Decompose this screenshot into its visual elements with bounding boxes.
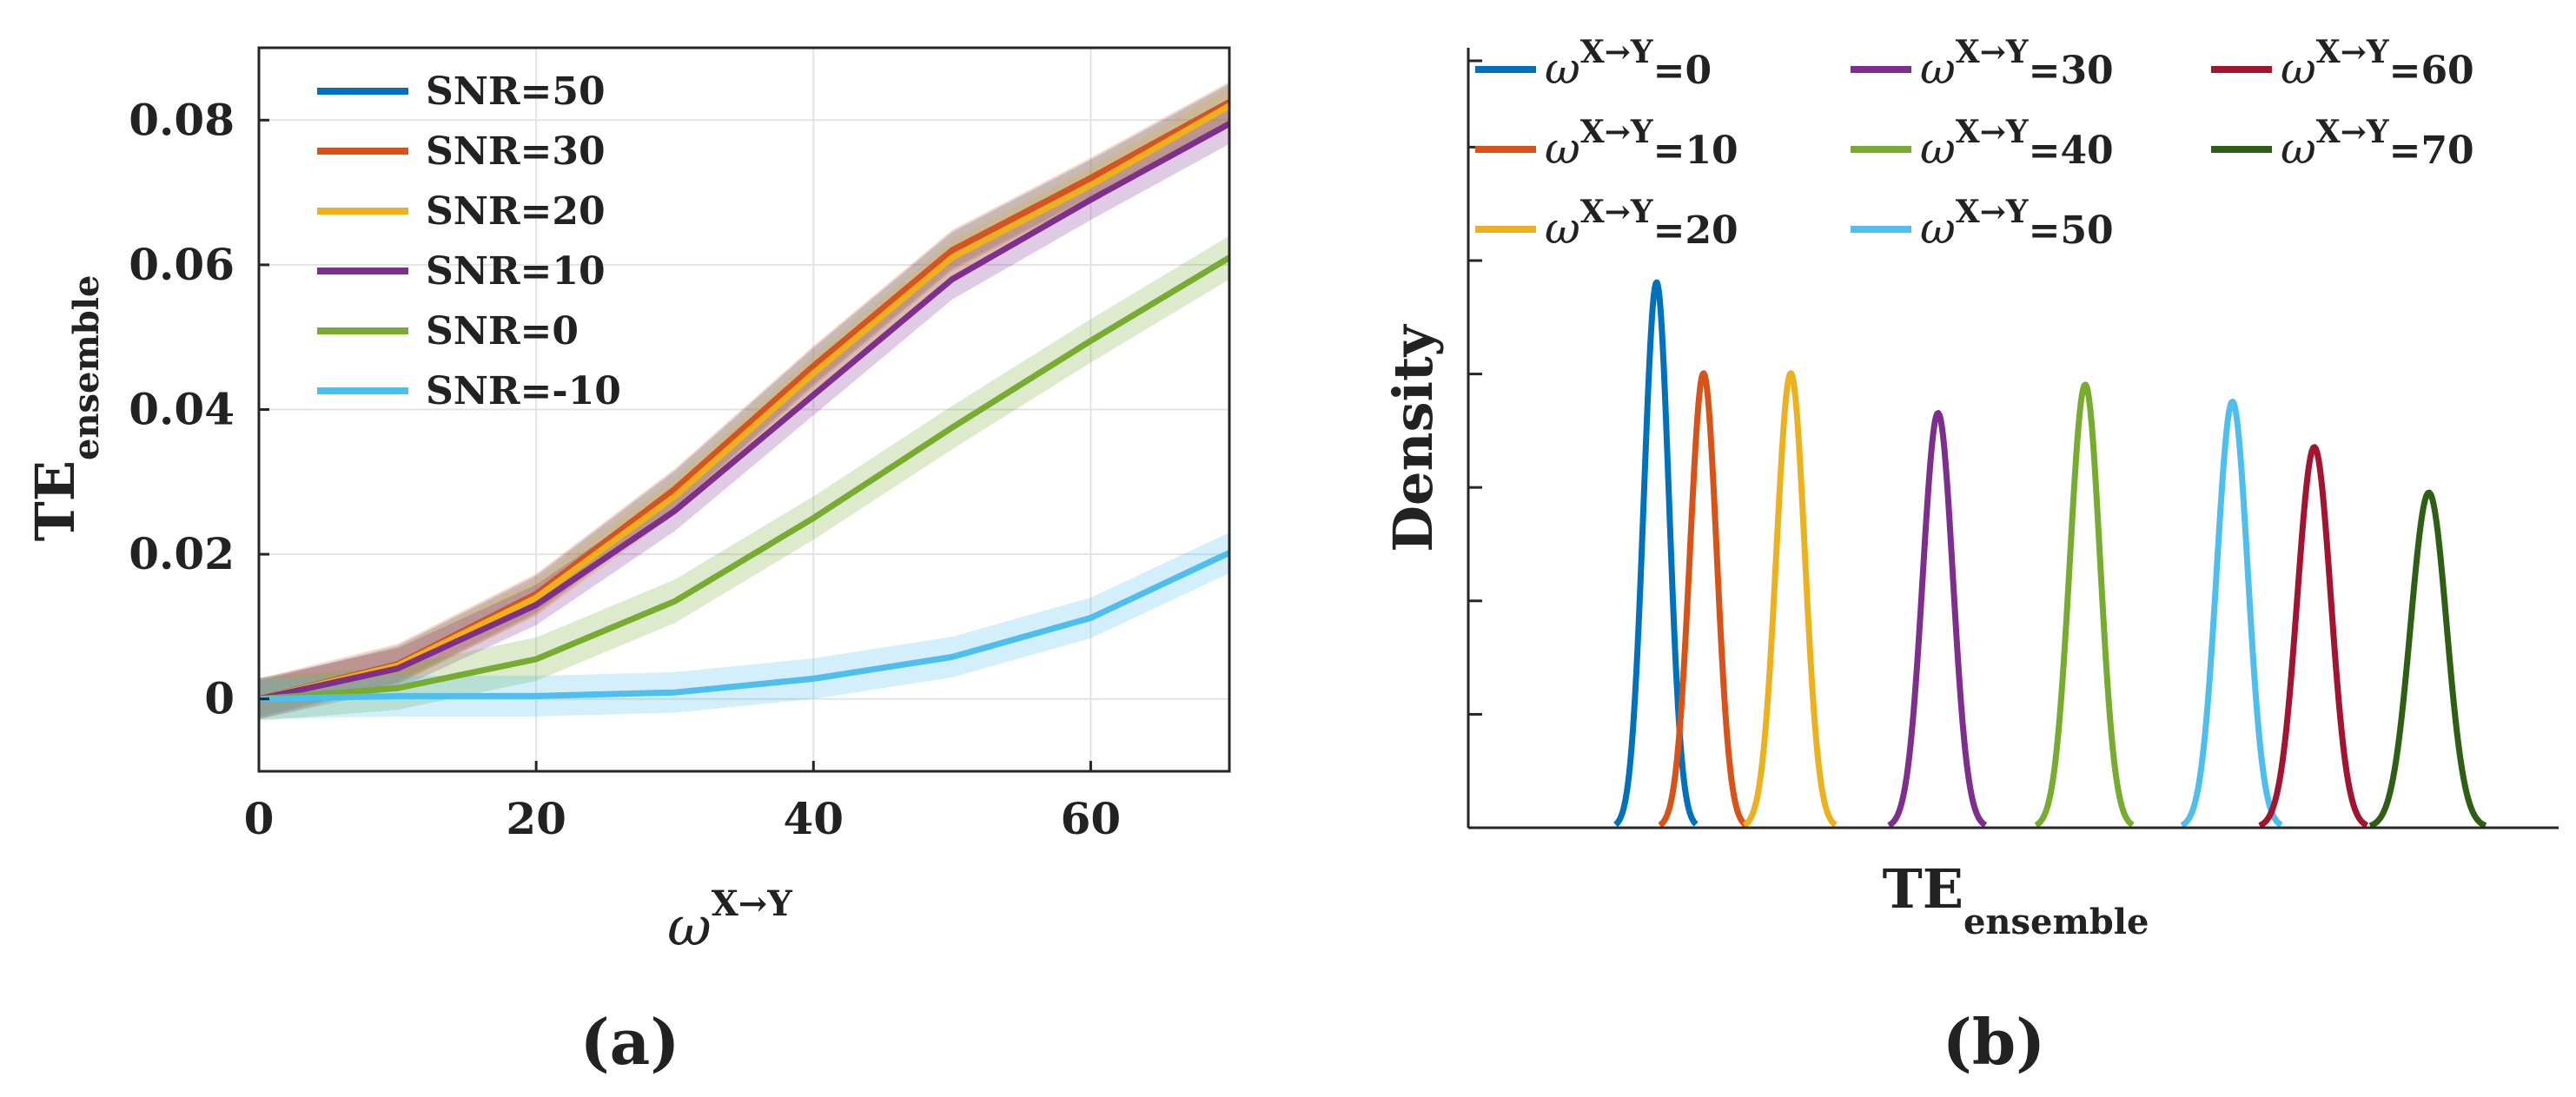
panel-a: 0 20 40 60 00.020.040.060.08 SNR=50SNR=30SN…	[23, 46, 1231, 1079]
panel-a-ylabel: TEensemble	[23, 275, 107, 542]
panel-a-ylabel-main: TE	[23, 460, 87, 541]
panel-b-density-50	[2180, 398, 2283, 829]
panel-b-density-10	[1658, 370, 1748, 828]
panel-b-legend-label: ωX→Y=60	[2281, 34, 2474, 94]
panel-a-legend-label: SNR=30	[426, 129, 606, 174]
panel-a-ytick-label: 0.02	[129, 528, 235, 579]
panel-a-legend-label: SNR=10	[426, 249, 606, 294]
panel-b-legend-label: ωX→Y=0	[1545, 34, 1712, 94]
panel-a-band-snr-10	[259, 532, 1229, 720]
panel-b-xlabel-subscript: ensemble	[1963, 902, 2149, 942]
panel-a-xtick-label: 40	[783, 793, 844, 844]
panel-a-xlabel-symbol: ω	[667, 895, 712, 958]
panel-b-legend-label: ωX→Y=70	[2281, 114, 2474, 174]
panel-a-legend-label: SNR=50	[426, 69, 606, 114]
panel-b-density-30	[1886, 410, 1988, 829]
panel-b-legend-label: ωX→Y=40	[1920, 114, 2114, 174]
panel-b-legend-label: ωX→Y=30	[1920, 34, 2114, 94]
panel-a-x-ticks: 0 20 40 60	[244, 761, 1122, 844]
panel-a-xlabel: ωX→Y	[667, 883, 792, 958]
panel-a-legend-label: SNR=-10	[426, 369, 621, 413]
panel-b-legend-label: ωX→Y=50	[1920, 194, 2114, 254]
panel-a-legend-label: SNR=20	[426, 189, 606, 234]
panel-a-y-ticks: 0 0.02 0.04 0.06 0.08	[129, 94, 269, 724]
panel-b-density-0	[1613, 279, 1699, 828]
panel-a-ytick-label: 0.04	[129, 384, 235, 435]
panel-b-density-40	[2034, 381, 2135, 829]
panel-b-ylabel: Density	[1381, 323, 1445, 552]
panel-b-xlabel-main: TE	[1883, 857, 1963, 921]
panel-a-confidence-bands	[259, 82, 1229, 721]
panel-b-xlabel: TEensemble	[1883, 857, 2149, 942]
panel-b-density-60	[2257, 444, 2369, 829]
panel-b-legend-label: ωX→Y=20	[1545, 194, 1738, 254]
panel-a-legend: SNR=50 SNR=30 SNR=20 SNR=10 SNR=0 SNR=-10	[317, 69, 621, 413]
panel-a-legend-label: SNR=0	[426, 309, 579, 354]
panel-b-density-70	[2368, 489, 2487, 829]
panel-a-ylabel-subscript: ensemble	[66, 275, 107, 460]
panel-b-density-20	[1742, 370, 1838, 829]
panel-a-line-snr0	[258, 254, 1231, 703]
panel-a-ytick-label: 0	[204, 673, 235, 724]
panel-b-legend: ωX→Y=0 ωX→Y=10 ωX→Y=20 ωX→Y=30 ωX→Y=40 ωX→Y=5…	[1475, 34, 2474, 254]
panel-a-line-snr-10	[258, 550, 1231, 703]
panel-a-xtick-label: 60	[1061, 793, 1122, 844]
panel-a-xtick-label: 20	[506, 793, 566, 844]
panel-a-line-snr10	[258, 121, 1231, 703]
panel-b-legend-label: ωX→Y=10	[1545, 114, 1738, 174]
panel-a-band-snr20	[259, 87, 1229, 717]
panel-b-label: (b)	[1943, 1005, 2045, 1079]
panel-a-series-lines	[258, 99, 1231, 703]
panel-a-xtick-label: 0	[244, 793, 275, 844]
panel-a-label: (a)	[580, 1005, 680, 1079]
panel-b-density-curves	[1613, 279, 2487, 829]
panel-a-xlabel-superscript: X→Y	[712, 883, 793, 924]
panel-b: ωX→Y=0 ωX→Y=10 ωX→Y=20 ωX→Y=30 ωX→Y=40 ωX→Y=5…	[1381, 34, 2559, 1079]
panel-a-ytick-label: 0.06	[129, 239, 235, 290]
svg-text:TEensemble: TEensemble	[23, 275, 107, 542]
panel-a-line-snr20	[258, 102, 1231, 703]
panel-a-ytick-label: 0.08	[129, 94, 235, 145]
panel-b-y-ticks	[1468, 59, 1482, 716]
